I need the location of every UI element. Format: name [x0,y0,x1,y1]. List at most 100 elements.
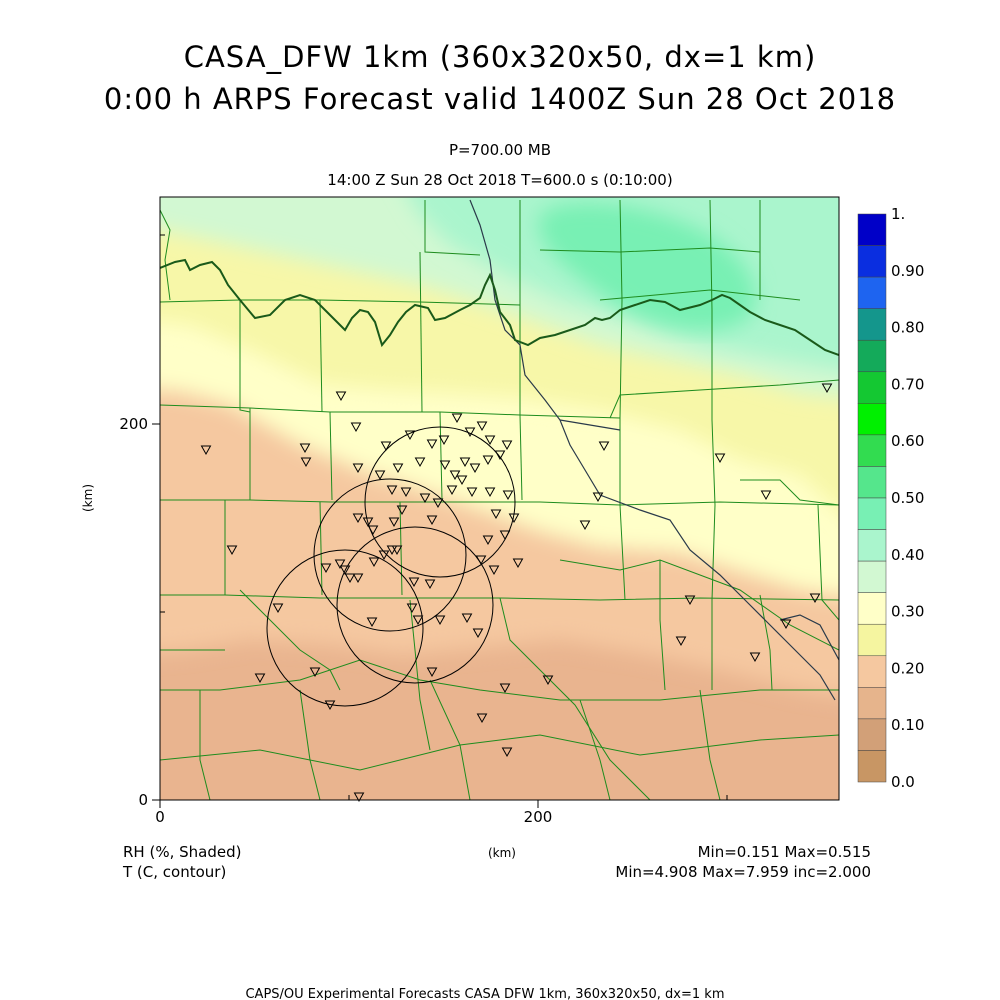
colorbar-label: 0.50 [891,489,924,507]
station-marker [424,579,436,590]
station-marker [499,530,511,541]
station-marker [404,430,416,441]
station-marker [352,513,364,524]
map-frame [159,196,840,801]
station-marker [374,470,386,481]
station-marker [419,493,431,504]
colorbar-swatch [857,560,887,593]
station-marker [412,615,424,626]
station-marker [378,550,390,561]
station-marker [226,545,238,556]
station-marker [461,613,473,624]
colorbar-swatch [857,276,887,309]
station-marker [760,490,772,501]
station-marker [434,615,446,626]
station-marker [392,463,404,474]
station-marker [684,595,696,606]
station-marker [408,577,420,588]
radar-ring-3 [336,526,494,684]
station-marker [476,713,488,724]
x-tick-0: 0 [155,808,165,826]
station-marker [464,427,476,438]
colorbar-swatch [857,655,887,688]
station-marker [501,440,513,451]
station-marker [438,435,450,446]
station-marker [350,422,362,433]
temperature-contour [160,258,839,356]
station-marker [414,457,426,468]
station-marker [339,565,351,576]
colorbar-swatch [857,245,887,278]
colorbar-swatch [857,403,887,436]
colorbar-swatch [857,718,887,751]
rh-legend-label: RH (%, Shaded) [123,843,241,861]
pressure-level-label: P=700.00 MB [448,141,552,159]
y-tick-200: 200 [119,415,148,433]
colorbar-label: 0.20 [891,659,924,677]
colorbar-swatch [857,687,887,720]
rh-band-green [538,203,756,331]
colorbar-label: 0.60 [891,432,924,450]
station-marker [388,517,400,528]
station-marker [579,520,591,531]
x-tick-200: 200 [524,808,553,826]
station-marker [459,457,471,468]
station-marker [508,513,520,524]
station-marker [299,443,311,454]
station-marker [512,558,524,569]
station-marker [592,492,604,503]
station-marker [344,573,356,584]
station-marker [488,565,500,576]
station-marker [320,563,332,574]
station-marker [469,463,481,474]
radar-range-rings [266,426,516,707]
station-marker [472,628,484,639]
station-markers [200,383,833,803]
station-marker [335,391,347,402]
station-marker [598,441,610,452]
station-marker [749,652,761,663]
station-marker [309,667,321,678]
rh-shading [160,197,839,800]
colorbar-swatch [857,466,887,499]
station-marker [475,555,487,566]
valid-time-label: 14:00 Z Sun 28 Oct 2018 T=600.0 s (0:10:… [327,171,673,189]
colorbar-label: 1. [891,205,905,223]
colorbar-swatch [857,213,887,246]
station-marker [476,421,488,432]
station-marker [362,517,374,528]
station-marker [426,439,438,450]
colorbar-label: 0.70 [891,375,924,393]
station-marker [501,747,513,758]
station-marker [499,683,511,694]
station-marker [368,557,380,568]
station-marker [353,792,365,803]
station-marker [367,525,379,536]
t-min-max: Min=4.908 Max=7.959 inc=2.000 [615,863,871,881]
station-marker [809,593,821,604]
station-marker [380,441,392,452]
colorbar-swatch [857,623,887,657]
colorbar-swatch [857,529,887,562]
radar-ring-4 [266,549,424,707]
station-marker [386,485,398,496]
footer-credit: CAPS/OU Experimental Forecasts CASA DFW … [245,987,724,1000]
station-marker [780,619,792,630]
station-marker [490,509,502,520]
rh-min-max: Min=0.151 Max=0.515 [698,843,871,861]
station-marker [426,515,438,526]
station-marker [484,435,496,446]
colorbar-label: 0.10 [891,716,924,734]
colorbar-swatch [857,308,887,341]
y-tick-0: 0 [138,791,148,809]
station-marker [502,490,514,501]
chart-title-line-2: 0:00 h ARPS Forecast valid 1400Z Sun 28 … [103,82,897,116]
station-marker [482,455,494,466]
colorbar-swatch [857,592,887,625]
station-marker [456,475,468,486]
t-legend-label: T (C, contour) [122,863,226,881]
station-marker [254,673,266,684]
station-marker [439,460,451,471]
station-marker [426,667,438,678]
